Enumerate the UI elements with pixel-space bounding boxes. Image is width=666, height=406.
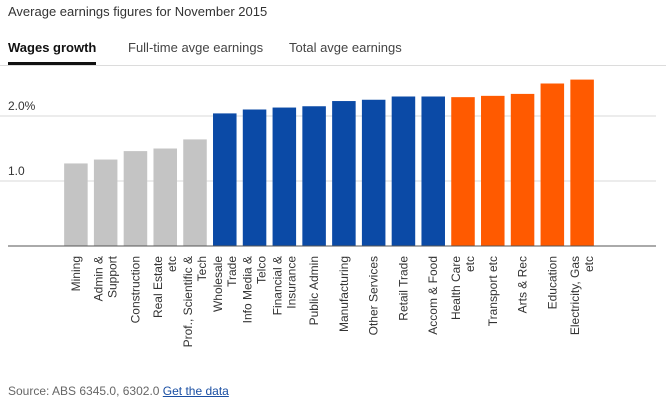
source-note: Source: ABS 6345.0, 6302.0 Get the data bbox=[8, 384, 229, 398]
x-tick-label-1: Admin &Support bbox=[92, 255, 120, 301]
x-tick-label-13: Health Careetc bbox=[449, 256, 477, 320]
x-tick-label-5: WholesaleTrade bbox=[211, 256, 239, 312]
x-tick-label-0: Mining bbox=[69, 256, 83, 291]
chart-title: Average earnings figures for November 20… bbox=[8, 4, 268, 19]
bar-11 bbox=[391, 96, 416, 246]
bar-6 bbox=[242, 109, 267, 246]
x-tick-label-14: Transport etc bbox=[486, 256, 500, 326]
x-tick-label-15: Arts & Rec bbox=[516, 256, 530, 313]
tab-bar: Wages growth Full-time avge earnings Tot… bbox=[0, 40, 666, 66]
bar-8 bbox=[302, 106, 326, 246]
bar-chart: 1.0 2.0% Mining Admin &Support Construction R… bbox=[0, 79, 656, 347]
bar-4 bbox=[183, 139, 207, 246]
y-tick-label-0: 1.0 bbox=[8, 164, 25, 178]
bar-13 bbox=[451, 97, 475, 247]
x-tick-label-16: Education bbox=[545, 256, 559, 309]
y-tick-label-1: 2.0% bbox=[8, 99, 36, 113]
x-tick-label-3: Real Estateetc bbox=[151, 256, 179, 318]
source-text: Source: ABS 6345.0, 6302.0 bbox=[8, 384, 160, 398]
x-tick-label-11: Retail Trade bbox=[396, 256, 410, 321]
bar-10 bbox=[361, 99, 386, 246]
bar-9 bbox=[332, 101, 356, 246]
get-the-data-link[interactable]: Get the data bbox=[162, 384, 229, 398]
tab-wages-growth[interactable]: Wages growth bbox=[8, 40, 97, 65]
tab-total-avge-earnings[interactable]: Total avge earnings bbox=[289, 40, 402, 55]
bar-15 bbox=[510, 93, 535, 247]
x-tick-label-12: Accom & Food bbox=[426, 256, 440, 335]
x-tick-label-2: Construction bbox=[128, 256, 142, 323]
x-tick-label-17: Electricity, Gasetc bbox=[568, 256, 596, 335]
bar-14 bbox=[481, 95, 505, 246]
bar-3 bbox=[153, 148, 177, 246]
bar-16 bbox=[540, 83, 565, 246]
bar-5 bbox=[213, 113, 237, 247]
bar-7 bbox=[272, 107, 297, 246]
x-tick-label-6: Info Media &Telco bbox=[241, 256, 269, 324]
x-tick-label-4: Prof., Scientific &Tech bbox=[181, 256, 209, 347]
bar-2 bbox=[123, 151, 148, 246]
bar-1 bbox=[93, 159, 118, 246]
bar-0 bbox=[64, 163, 88, 246]
bar-12 bbox=[421, 96, 445, 246]
bar-17 bbox=[570, 79, 594, 246]
x-tick-label-7: Financial &Insurance bbox=[270, 256, 298, 316]
x-tick-label-9: Manufacturing bbox=[337, 256, 351, 332]
x-tick-label-10: Other Services bbox=[367, 256, 381, 335]
x-tick-label-8: Public Admin bbox=[307, 256, 321, 325]
tab-full-time-avge-earnings[interactable]: Full-time avge earnings bbox=[128, 40, 264, 55]
